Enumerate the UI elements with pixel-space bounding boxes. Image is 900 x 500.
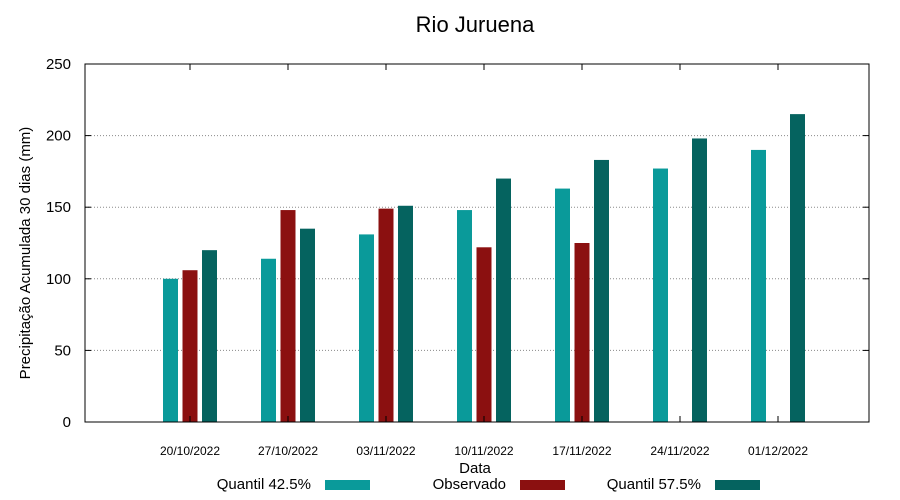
bar (280, 210, 296, 422)
bar (378, 208, 394, 422)
bar (476, 247, 492, 422)
x-tick-label: 10/11/2022 (454, 444, 513, 458)
bar (751, 149, 766, 423)
y-tick-label: 100 (46, 271, 71, 288)
y-tick-label: 200 (46, 128, 71, 145)
bar (261, 258, 276, 422)
legend-swatch (520, 480, 565, 490)
y-axis-ticks: 0 50 100 150 200 250 (46, 56, 869, 431)
legend-label: Quantil 57.5% (607, 476, 701, 493)
bar (496, 178, 511, 422)
x-tick-label: 27/10/2022 (258, 444, 318, 458)
y-tick-label: 50 (54, 342, 71, 359)
chart-title: Rio Juruena (416, 12, 535, 37)
legend: Quantil 42.5% Observado Quantil 57.5% (217, 476, 760, 493)
y-tick-label: 150 (46, 199, 71, 216)
bar (202, 250, 217, 422)
legend-label: Observado (433, 476, 506, 493)
bar (163, 278, 178, 422)
x-axis-ticks: 20/10/2022 27/10/2022 03/11/2022 10/11/2022… (160, 64, 808, 458)
x-tick-label: 20/10/2022 (160, 444, 220, 458)
legend-swatch (715, 480, 760, 490)
x-tick-label: 03/11/2022 (356, 444, 415, 458)
bar (653, 168, 668, 422)
bar (692, 138, 707, 423)
x-tick-label: 17/11/2022 (552, 444, 611, 458)
bar (182, 270, 198, 422)
y-tick-label: 0 (63, 414, 71, 431)
bars (163, 114, 805, 423)
x-axis-label: Data (459, 460, 491, 477)
bar (457, 210, 472, 422)
bar (300, 228, 315, 422)
bar (594, 159, 609, 422)
x-tick-label: 24/11/2022 (650, 444, 709, 458)
bar (574, 243, 590, 422)
bar (398, 205, 413, 422)
bar (555, 188, 570, 422)
x-tick-label: 01/12/2022 (748, 444, 808, 458)
y-tick-label: 250 (46, 56, 71, 73)
legend-swatch (325, 480, 370, 490)
bar (790, 114, 805, 423)
y-axis-label: Precipitação Acumulada 30 dias (mm) (17, 127, 34, 380)
legend-label: Quantil 42.5% (217, 476, 311, 493)
plot-frame (84, 63, 870, 423)
bar (359, 234, 374, 422)
